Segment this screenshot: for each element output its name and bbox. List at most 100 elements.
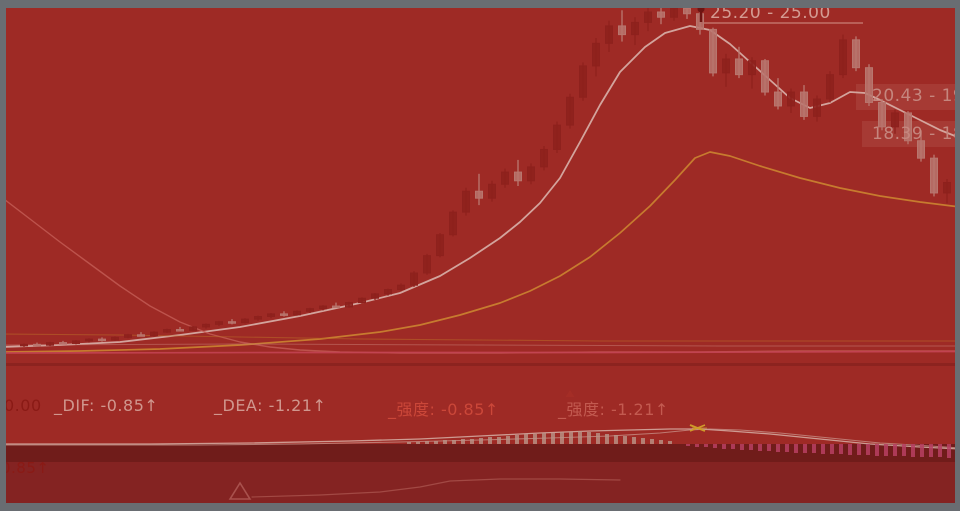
macd-bar-down bbox=[920, 444, 924, 457]
ma-slow-orange bbox=[6, 151, 955, 353]
candlestick bbox=[657, 11, 665, 18]
candlestick bbox=[306, 308, 314, 312]
flat-orange-line bbox=[6, 333, 955, 342]
current-price-label: 25.20 - 25.00 bbox=[710, 8, 831, 23]
candlestick bbox=[501, 171, 509, 185]
candlestick bbox=[579, 65, 587, 98]
macd-bar-up bbox=[560, 432, 564, 444]
macd-bar-up bbox=[407, 442, 411, 444]
panel-signal-line bbox=[251, 478, 621, 498]
candlestick bbox=[20, 343, 28, 347]
current-price-pin bbox=[697, 8, 705, 13]
macd-bar-up bbox=[596, 433, 600, 444]
candlestick bbox=[137, 334, 145, 337]
candlestick bbox=[618, 25, 626, 36]
candlestick bbox=[488, 183, 496, 199]
macd-bar-down bbox=[803, 444, 807, 453]
candlestick bbox=[813, 98, 821, 117]
chart-screen: 25.20 - 25.00 20.43 - 19. 18.39 - 18. 0.… bbox=[6, 8, 955, 503]
candlestick bbox=[761, 60, 769, 93]
macd-bar-down bbox=[947, 444, 951, 458]
candlestick bbox=[865, 67, 873, 103]
candlestick bbox=[410, 272, 418, 286]
candlestick bbox=[111, 336, 119, 341]
candlestick bbox=[670, 8, 678, 18]
macd-bar-up bbox=[497, 437, 501, 444]
macd-bar-down bbox=[749, 444, 753, 450]
candlestick bbox=[436, 234, 444, 257]
candlestick bbox=[124, 334, 132, 338]
macd-bar-down bbox=[839, 444, 843, 454]
macd-bar-down bbox=[893, 444, 897, 456]
candlestick bbox=[293, 310, 301, 316]
macd-bar-up bbox=[434, 441, 438, 444]
strength2-label: _强度: -1.21↑ bbox=[558, 400, 669, 419]
macd-bar-up bbox=[515, 435, 519, 444]
macd-bar-down bbox=[902, 444, 906, 456]
candlestick bbox=[566, 96, 574, 126]
macd-bar-up bbox=[488, 437, 492, 444]
candlestick bbox=[384, 289, 392, 295]
bottom-band bbox=[6, 462, 955, 503]
macd-bar-up bbox=[533, 434, 537, 444]
candlestick bbox=[631, 21, 639, 36]
candlestick bbox=[540, 148, 548, 168]
macd-bar-down bbox=[776, 444, 780, 452]
macd-dark-band bbox=[6, 444, 955, 462]
macd-bar-down bbox=[740, 444, 744, 450]
candlestick bbox=[163, 329, 171, 333]
candlestick bbox=[228, 321, 236, 324]
candlestick bbox=[709, 28, 717, 74]
candlestick bbox=[722, 58, 730, 74]
macd-bar-down bbox=[830, 444, 834, 454]
macd-bar-down bbox=[722, 444, 726, 449]
macd-bar-up bbox=[578, 431, 582, 444]
candlestick bbox=[59, 342, 67, 345]
candlestick bbox=[514, 171, 522, 182]
macd-bar-up bbox=[614, 435, 618, 444]
candlestick bbox=[371, 293, 379, 299]
macd-bar-up bbox=[461, 439, 465, 444]
macd-dif-label: _DIF: -0.85↑ bbox=[54, 396, 159, 415]
macd-bar-down bbox=[821, 444, 825, 454]
candlestick bbox=[592, 42, 600, 67]
macd-bar-up bbox=[587, 432, 591, 444]
candlestick bbox=[358, 297, 366, 304]
candlestick bbox=[527, 166, 535, 182]
macd-bar-up bbox=[650, 439, 654, 444]
kline-chart-canvas[interactable] bbox=[6, 8, 955, 503]
candlestick bbox=[800, 91, 808, 117]
mid-price-label: 20.43 - 19. bbox=[872, 86, 955, 106]
flat-pink-line bbox=[6, 343, 955, 347]
candlestick bbox=[215, 321, 223, 325]
macd-bar-down bbox=[866, 444, 870, 455]
candlestick bbox=[787, 91, 795, 107]
macd-bar-up bbox=[506, 436, 510, 444]
macd-bar-down bbox=[767, 444, 771, 451]
macd-bar-up bbox=[605, 434, 609, 444]
macd-bar-down bbox=[758, 444, 762, 451]
macd-dif-line bbox=[6, 428, 955, 450]
macd-bar-up bbox=[542, 433, 546, 444]
candlestick bbox=[449, 211, 457, 236]
candlestick bbox=[904, 112, 912, 142]
macd-bar-up bbox=[623, 436, 627, 444]
candlestick bbox=[748, 60, 756, 76]
candlestick bbox=[267, 313, 275, 318]
macd-bar-up bbox=[470, 439, 474, 444]
macd-bar-down bbox=[911, 444, 915, 457]
macd-bar-down bbox=[929, 444, 933, 457]
candlestick bbox=[683, 8, 691, 15]
candlestick bbox=[150, 331, 158, 337]
macd-bar-down bbox=[884, 444, 888, 456]
macd-bar-up bbox=[668, 441, 672, 444]
candlestick bbox=[943, 182, 951, 194]
candlestick bbox=[878, 101, 886, 128]
panel-separator bbox=[6, 363, 955, 366]
candlestick bbox=[852, 39, 860, 69]
macd-bar-up bbox=[425, 441, 429, 444]
macd-bar-down bbox=[731, 444, 735, 449]
candlestick bbox=[826, 74, 834, 100]
macd-zero-label: 0.00 bbox=[6, 396, 42, 415]
